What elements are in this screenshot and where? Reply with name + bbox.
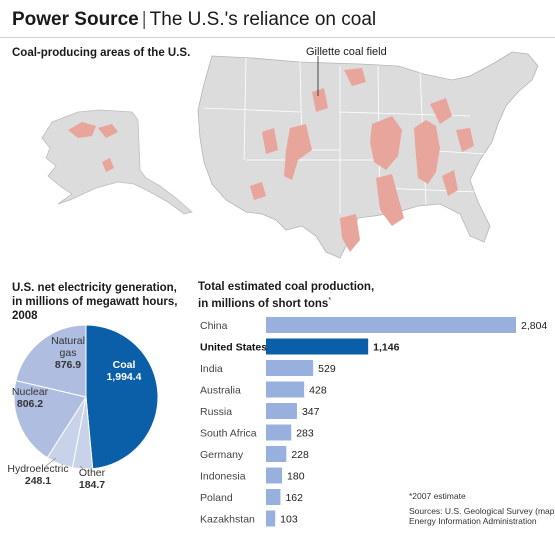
headline-separator: | bbox=[141, 9, 147, 30]
bar-kazakhstan bbox=[266, 510, 276, 527]
gillette-annotation: Gillette coal field bbox=[306, 46, 387, 58]
pie-title-line: 2008 bbox=[12, 310, 38, 322]
pie-label-coal: Coal bbox=[113, 359, 136, 371]
estimate-note: *2007 estimate bbox=[409, 491, 466, 501]
bar-category-germany: Germany bbox=[200, 449, 244, 461]
pie-slice-natural-gas bbox=[15, 324, 87, 398]
us-map bbox=[197, 51, 539, 259]
pie-label-natural-gas: Natural bbox=[51, 335, 85, 347]
alaska-coal-area-northeast bbox=[98, 124, 118, 138]
coal-area-gillette bbox=[312, 88, 328, 112]
bar-indonesia bbox=[266, 467, 283, 484]
bar-title-text: in millions of short tons bbox=[198, 297, 329, 310]
coal-area-michigan bbox=[430, 98, 452, 124]
hydro-leader-line bbox=[45, 457, 57, 467]
coal-area-utah bbox=[262, 128, 278, 154]
coal-area-north-dakota bbox=[344, 68, 366, 86]
bar-category-china: China bbox=[200, 320, 228, 332]
alaska-map bbox=[41, 109, 193, 215]
bar-chart: China 2,804 United States 1,146 India 529 Aust… bbox=[200, 317, 547, 527]
source-line: Energy Information Administration bbox=[409, 516, 537, 526]
bar-category-united-states: United States bbox=[200, 342, 267, 354]
pie-value-coal: 1,994.4 bbox=[106, 371, 141, 383]
map-title: Coal-producing areas of the U.S. bbox=[12, 47, 191, 59]
bar-title-line: in millions of short tons* bbox=[198, 294, 374, 311]
bar-value-russia: 347 bbox=[302, 406, 320, 418]
bar-value-germany: 228 bbox=[291, 449, 309, 461]
pie-label-other: Other bbox=[79, 467, 106, 479]
bar-value-south-africa: 283 bbox=[296, 428, 314, 440]
bar-australia bbox=[266, 381, 305, 398]
alaska-coal-area-south bbox=[102, 158, 114, 172]
coal-area-colorado bbox=[284, 124, 312, 180]
pie-label-natural-gas: gas bbox=[60, 347, 77, 359]
headline: Power Source | The U.S.'s reliance on coal bbox=[12, 8, 376, 32]
bar-china bbox=[266, 317, 516, 333]
pie-label-hydroelectric: Hydroelectric bbox=[7, 463, 68, 475]
header-divider bbox=[0, 37, 555, 38]
footnotes: *2007 estimate Sources: U.S. Geological … bbox=[409, 491, 555, 526]
coal-area-arizona bbox=[250, 182, 266, 200]
bar-russia bbox=[266, 403, 297, 419]
coal-area-alabama bbox=[442, 170, 458, 196]
headline-title: Power Source bbox=[12, 9, 139, 30]
bar-category-russia: Russia bbox=[200, 406, 232, 418]
pie-value-hydroelectric: 248.1 bbox=[25, 475, 51, 487]
bar-germany bbox=[266, 446, 287, 462]
bar-value-indonesia: 180 bbox=[287, 471, 305, 483]
bar-category-australia: Australia bbox=[200, 385, 241, 397]
bar-category-india: India bbox=[200, 363, 223, 375]
alaska-coal-area-north bbox=[68, 122, 96, 138]
bar-category-south-africa: South Africa bbox=[200, 428, 257, 440]
pie-slice-coal bbox=[85, 324, 159, 470]
coal-area-illinois bbox=[370, 116, 402, 170]
bar-united-states bbox=[266, 338, 369, 355]
coal-area-pennsylvania bbox=[456, 128, 474, 152]
pie-value-natural-gas: 876.9 bbox=[55, 359, 81, 371]
bar-value-kazakhstan: 103 bbox=[280, 514, 298, 526]
pie-title-line: in millions of megawatt hours, bbox=[12, 296, 178, 308]
pie-title: U.S. net electricity generation, in mill… bbox=[12, 281, 178, 323]
bar-value-australia: 428 bbox=[309, 385, 327, 397]
pie-value-other: 184.7 bbox=[79, 479, 105, 490]
pie-value-nuclear: 806.2 bbox=[17, 398, 43, 410]
pie-slice-nuclear bbox=[13, 379, 87, 459]
estimate-marker: * bbox=[328, 297, 332, 304]
bar-value-united-states: 1,146 bbox=[373, 342, 399, 354]
headline-subtitle: The U.S.'s reliance on coal bbox=[149, 9, 377, 30]
bar-poland bbox=[266, 489, 281, 505]
bar-value-poland: 162 bbox=[285, 492, 303, 504]
coal-area-appalachia-north bbox=[414, 120, 440, 184]
coal-area-texas bbox=[340, 214, 360, 252]
coal-map bbox=[41, 51, 539, 259]
pie-label-nuclear: Nuclear bbox=[12, 386, 49, 398]
bar-category-kazakhstan: Kazakhstan bbox=[200, 514, 255, 526]
bar-title-line: Total estimated coal production, bbox=[198, 281, 375, 293]
bar-title: Total estimated coal production, in mill… bbox=[198, 280, 374, 311]
bar-category-poland: Poland bbox=[200, 492, 233, 504]
source-line: Sources: U.S. Geological Survey (map); bbox=[409, 506, 555, 516]
bar-south-africa bbox=[266, 424, 292, 441]
bar-value-china: 2,804 bbox=[521, 320, 547, 332]
pie-title-line: U.S. net electricity generation, bbox=[12, 282, 177, 294]
bar-category-indonesia: Indonesia bbox=[200, 471, 246, 483]
bar-india bbox=[266, 360, 314, 376]
coal-area-gulf-lignite bbox=[376, 174, 404, 226]
bar-value-india: 529 bbox=[318, 363, 336, 375]
other-leader-line bbox=[79, 465, 87, 473]
